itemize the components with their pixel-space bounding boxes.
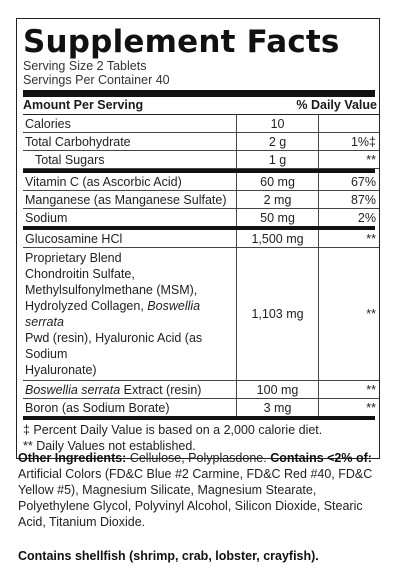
blend-text: Hydrolyzed Collagen, xyxy=(25,299,148,313)
supplement-facts-panel: Supplement Facts Serving Size 2 Tablets … xyxy=(16,18,380,459)
nutrient-name: Vitamin C (as Ascorbic Acid) xyxy=(23,173,237,191)
blend-line: Chondroitin Sulfate, xyxy=(25,267,135,281)
servings-per-container: Servings Per Container 40 xyxy=(23,73,170,87)
table-row: Total Sugars 1 g ** xyxy=(23,150,379,169)
table-row: Glucosamine HCl 1,500 mg ** xyxy=(23,230,379,248)
footnote-daily-value: ‡ Percent Daily Value is based on a 2,00… xyxy=(23,423,323,437)
nutrient-dv: 2% xyxy=(317,208,379,226)
nutrient-amount: 50 mg xyxy=(236,208,319,226)
table-header: Amount Per Serving % Daily Value xyxy=(23,97,379,115)
nutrient-dv: 87% xyxy=(317,190,379,209)
blend-line: Methylsulfonylmethane (MSM), xyxy=(25,283,198,297)
contains-label: Contains <2% of: xyxy=(270,451,372,465)
nutrient-dv: ** xyxy=(317,398,379,416)
panel-title: Supplement Facts xyxy=(23,24,340,60)
table-row: Boron (as Sodium Borate) 3 mg ** xyxy=(23,398,379,416)
nutrient-dv: ** xyxy=(317,380,379,399)
table-row: Manganese (as Manganese Sulfate) 2 mg 87… xyxy=(23,190,379,209)
nutrient-name: Total Sugars xyxy=(23,150,237,169)
nutrient-name-rest: Extract (resin) xyxy=(120,382,202,397)
nutrient-dv: 1%‡ xyxy=(317,132,379,151)
nutrient-dv xyxy=(317,115,379,133)
footnotes: ‡ Percent Daily Value is based on a 2,00… xyxy=(23,420,375,454)
table-row: Sodium 50 mg 2% xyxy=(23,208,379,226)
nutrient-name: Boron (as Sodium Borate) xyxy=(25,400,170,415)
nutrient-amount: 1,500 mg xyxy=(236,230,319,248)
blend-line: Pwd (resin), Hyaluronic Acid (as Sodium xyxy=(25,331,203,361)
nutrient-dv: ** xyxy=(317,247,379,381)
daily-value-label: % Daily Value xyxy=(296,98,377,112)
nutrient-name: Calories xyxy=(23,115,237,133)
nutrient-italic-name: Boswellia serrata xyxy=(25,382,121,397)
medium-divider xyxy=(23,416,375,420)
nutrient-table-c: Glucosamine HCl 1,500 mg ** Proprietary … xyxy=(23,230,379,416)
nutrient-amount: 60 mg xyxy=(236,173,319,191)
table-row: Total Carbohydrate 2 g 1%‡ xyxy=(23,132,379,151)
blend-line: Proprietary Blend xyxy=(25,251,122,265)
nutrient-amount: 1 g xyxy=(236,150,319,169)
serving-size: Serving Size 2 Tablets xyxy=(23,59,147,73)
blend-italic-text: Boswellia serrata xyxy=(25,299,201,329)
nutrient-dv: ** xyxy=(317,150,379,169)
thick-divider xyxy=(23,90,375,97)
nutrient-amount: 3 mg xyxy=(236,398,319,416)
medium-divider xyxy=(23,169,375,173)
table-row: Boswellia serrata Extract (resin) 100 mg… xyxy=(23,380,379,399)
table-row: Vitamin C (as Ascorbic Acid) 60 mg 67% xyxy=(23,173,379,191)
nutrient-amount: 2 mg xyxy=(236,190,319,209)
allergen-statement: Contains shellfish (shrimp, crab, lobste… xyxy=(18,549,319,563)
nutrient-dv: ** xyxy=(317,230,379,248)
nutrient-table-b: Vitamin C (as Ascorbic Acid) 60 mg 67% M… xyxy=(23,173,379,226)
blend-line: Hydrolyzed Collagen, Boswellia serrata xyxy=(25,298,234,330)
other-ingredients: Other Ingredients: Cellulose, Polyplasdo… xyxy=(18,450,380,530)
blend-line: Hyaluronate) xyxy=(25,363,97,377)
nutrient-amount: 2 g xyxy=(236,132,319,151)
nutrient-name: Glucosamine HCl xyxy=(23,230,237,248)
amount-per-serving-label: Amount Per Serving xyxy=(23,98,144,112)
minor-ingredients-text: Artificial Colors (FD&C Blue #2 Carmine,… xyxy=(18,467,373,529)
nutrient-table-a: Calories 10 Total Carbohydrate 2 g 1%‡ T… xyxy=(23,115,379,169)
nutrient-amount: 10 xyxy=(236,115,319,133)
other-ingredients-text: Cellulose, Polyplasdone. xyxy=(126,451,271,465)
table-row: Calories 10 xyxy=(23,115,379,133)
footnote-not-established: ** Daily Values not established. xyxy=(23,439,196,453)
other-ingredients-label: Other Ingredients: xyxy=(18,451,127,465)
medium-divider xyxy=(23,226,375,230)
nutrient-name: Boswellia serrata Extract (resin) xyxy=(23,380,237,399)
nutrient-dv: 67% xyxy=(317,173,379,191)
table-row: Proprietary Blend Chondroitin Sulfate, M… xyxy=(23,247,379,381)
nutrient-amount: 100 mg xyxy=(236,380,319,399)
nutrient-name: Sodium xyxy=(25,210,68,225)
proprietary-blend: Proprietary Blend Chondroitin Sulfate, M… xyxy=(23,247,237,381)
nutrient-amount: 1,103 mg xyxy=(236,247,319,381)
nutrient-name: Manganese (as Manganese Sulfate) xyxy=(23,190,237,209)
nutrient-name: Total Carbohydrate xyxy=(23,132,237,151)
